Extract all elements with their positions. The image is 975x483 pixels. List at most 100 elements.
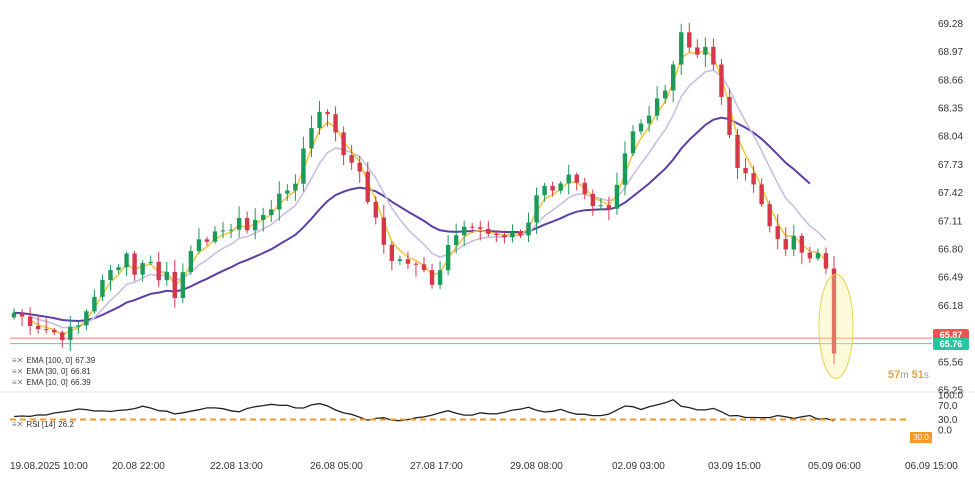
candle: [172, 271, 177, 299]
candle: [269, 209, 274, 216]
candle: [68, 326, 73, 341]
candle: [662, 90, 668, 99]
legend-ema-100-value: 67.39: [75, 356, 96, 365]
candle: [558, 183, 563, 191]
y-tick-label: 69.28: [938, 19, 963, 30]
candle: [638, 123, 644, 132]
candle: [606, 205, 612, 209]
candle: [831, 268, 837, 354]
candle: [11, 312, 17, 318]
candle: [293, 183, 298, 191]
candle: [357, 162, 362, 172]
y-tick-label: 67.73: [938, 160, 963, 171]
x-tick-label: 02.09 03:00: [612, 461, 665, 472]
candle: [759, 184, 764, 205]
y-tick-label: 67.42: [938, 188, 963, 199]
candle: [124, 253, 129, 268]
settings-icon[interactable]: ≡✕: [12, 378, 24, 387]
candle: [156, 261, 161, 281]
candle: [502, 234, 507, 238]
candle: [542, 185, 547, 196]
candle: [413, 263, 419, 265]
rsi-tick-label: 70.0: [938, 401, 958, 412]
candle: [220, 230, 226, 232]
y-tick-label: 65.56: [938, 357, 963, 368]
candle: [751, 173, 756, 185]
x-tick-label: 06.09 15:00: [905, 461, 958, 472]
candle: [92, 296, 97, 312]
candle: [534, 195, 539, 223]
legend-ema-30[interactable]: ≡✕ EMA [30, 0] 66.81: [12, 367, 91, 376]
candle: [140, 263, 145, 275]
settings-icon[interactable]: ≡✕: [12, 367, 24, 376]
candle: [654, 98, 660, 116]
y-tick-label: 66.18: [938, 301, 963, 312]
legend-rsi[interactable]: ≡✕ RSI [14] 26.2: [12, 420, 74, 429]
candle: [309, 128, 314, 149]
rsi-tick-label: 100.0: [938, 391, 963, 402]
candle: [767, 204, 772, 227]
candle: [743, 167, 748, 174]
candle: [76, 325, 81, 327]
candle: [365, 171, 370, 202]
countdown-min-unit: m: [900, 370, 909, 381]
legend-ema-10-value: 66.39: [70, 378, 91, 387]
countdown-seconds: 51: [911, 369, 924, 381]
y-tick-label: 68.97: [938, 47, 963, 58]
y-tick-label: 68.35: [938, 104, 963, 115]
candle: [277, 193, 282, 210]
candle: [349, 155, 354, 163]
candle: [445, 245, 451, 271]
y-tick-label: 66.49: [938, 273, 963, 284]
ema-line-1: [29, 69, 827, 329]
highlight-ellipse: [818, 273, 854, 379]
candle: [461, 226, 467, 236]
candle: [574, 174, 579, 183]
candle: [373, 201, 378, 218]
price-tag-current: 65.76: [933, 338, 969, 350]
candle: [783, 239, 788, 250]
candle-countdown: 57m 51s: [888, 369, 929, 381]
candle: [622, 153, 628, 185]
candle: [486, 228, 491, 234]
candle: [405, 259, 411, 264]
candle: [285, 190, 290, 194]
candle: [695, 47, 700, 55]
legend-ema-10[interactable]: ≡✕ EMA [10, 0] 66.39: [12, 378, 91, 387]
y-tick-label: 67.11: [938, 216, 963, 227]
legend-ema-30-value: 66.81: [70, 367, 91, 376]
candle: [518, 231, 523, 236]
candle: [204, 239, 210, 242]
y-tick-label: 65.25: [938, 386, 963, 397]
legend-ema-100[interactable]: ≡✕ EMA [100, 0] 67.39: [12, 356, 95, 365]
candle: [437, 270, 443, 285]
candle: [421, 264, 427, 271]
ema-line-0: [13, 116, 811, 323]
candle: [19, 312, 25, 317]
rsi-line: [13, 399, 835, 422]
candle: [711, 46, 716, 65]
candle: [775, 226, 780, 240]
countdown-minutes: 57: [888, 369, 901, 381]
settings-icon[interactable]: ≡✕: [12, 356, 24, 365]
legend-rsi-value: 26.2: [58, 420, 74, 429]
candle: [550, 185, 555, 191]
ema-line-2: [29, 49, 827, 336]
candle: [815, 253, 821, 259]
candle: [727, 96, 732, 135]
candle: [566, 174, 571, 184]
candle: [598, 205, 604, 207]
candle: [52, 329, 57, 333]
candle: [180, 272, 186, 299]
candle: [614, 184, 620, 209]
candle: [630, 131, 636, 154]
candle: [823, 253, 829, 269]
candle: [188, 251, 194, 273]
candle: [27, 316, 33, 326]
settings-icon[interactable]: ≡✕: [12, 420, 24, 429]
candle: [526, 222, 531, 236]
candle: [470, 226, 475, 228]
y-tick-label: 66.80: [938, 245, 963, 256]
